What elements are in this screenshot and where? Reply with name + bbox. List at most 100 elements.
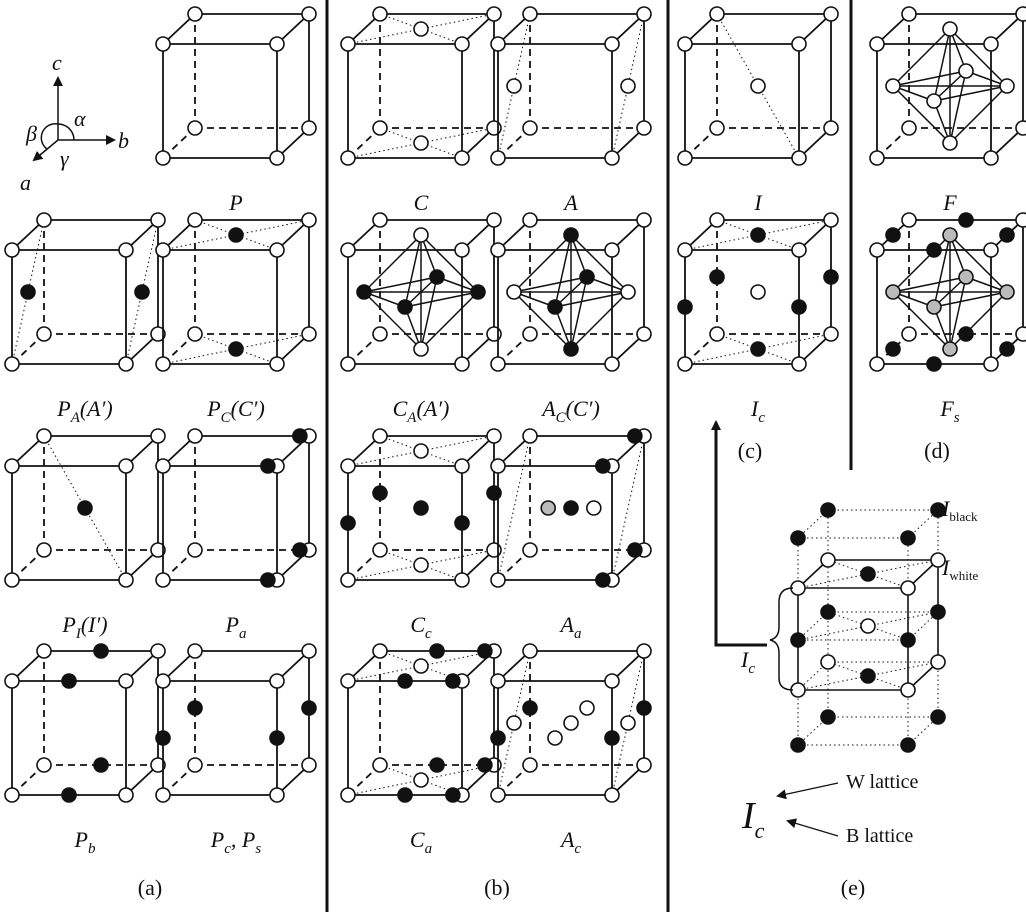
white-atom [151,213,165,227]
cell-Ac [491,644,651,802]
white-atom [373,121,387,135]
black-atom [156,731,170,745]
white-atom [870,243,884,257]
white-atom [605,788,619,802]
white-atom [156,357,170,371]
white-atom [710,213,724,227]
cell-PC [156,213,316,371]
white-atom [37,429,51,443]
black-atom [357,285,371,299]
cell-I [678,7,838,165]
black-atom [261,573,275,587]
white-atom [587,501,601,515]
b-lattice-arrow [788,821,838,836]
white-atom [824,213,838,227]
white-atom [188,429,202,443]
white-atom [541,501,555,515]
black-atom [414,501,428,515]
white-atom [491,243,505,257]
white-atom [507,79,521,93]
white-atom [523,327,537,341]
white-atom [491,674,505,688]
black-atom [302,701,316,715]
white-atom [414,228,428,242]
white-atom [824,121,838,135]
white-atom [901,581,915,595]
black-atom [471,285,485,299]
white-atom [188,543,202,557]
white-atom [710,7,724,21]
white-atom [984,357,998,371]
black-atom [792,300,806,314]
black-atom [821,503,835,517]
white-atom [751,285,765,299]
w-lattice-label: W lattice [846,771,918,793]
white-atom [523,7,537,21]
black-atom [959,213,973,227]
black-atom [901,738,915,752]
white-atom [455,37,469,51]
black-atom [341,516,355,530]
white-atom [902,7,916,21]
white-atom [373,758,387,772]
black-atom [446,674,460,688]
white-atom [637,213,651,227]
black-atom [824,270,838,284]
white-atom [637,758,651,772]
black-atom [270,731,284,745]
white-atom [621,285,635,299]
black-atom [927,243,941,257]
cell-Pa [156,429,316,587]
white-atom [302,327,316,341]
panel-caption-e: (e) [841,875,865,900]
white-atom [37,327,51,341]
white-atom [119,674,133,688]
white-atom [188,758,202,772]
white-atom [824,7,838,21]
white-atom [119,459,133,473]
cell-Pb [5,644,165,802]
axis-label-gamma: γ [60,146,70,171]
white-atom [5,788,19,802]
black-atom [931,605,945,619]
white-atom [1016,7,1026,21]
white-atom [605,243,619,257]
black-atom [1000,228,1014,242]
white-atom [523,429,537,443]
black-atom [628,543,642,557]
black-atom [62,674,76,688]
white-atom [373,7,387,21]
axis-label-c: c [52,50,62,75]
white-atom [373,543,387,557]
white-atom [678,37,692,51]
cell-label-I: I [753,190,763,215]
i-white-label: Iwhite [941,555,978,583]
black-atom [430,270,444,284]
white-atom [270,151,284,165]
white-atom [37,213,51,227]
black-atom [821,605,835,619]
white-atom [507,285,521,299]
white-atom [792,243,806,257]
white-atom [414,444,428,458]
white-atom [37,758,51,772]
white-atom [414,659,428,673]
white-atom [792,37,806,51]
cell-label-Ac: Ac [559,827,581,857]
white-atom [156,243,170,257]
white-atom [959,270,973,284]
white-atom [901,683,915,697]
white-atom [373,213,387,227]
white-atom [943,22,957,36]
cell-label-PA: PA(A′) [56,396,113,426]
black-atom [791,531,805,545]
white-atom [751,79,765,93]
white-atom [270,674,284,688]
black-atom [548,300,562,314]
white-atom [637,327,651,341]
white-atom [119,573,133,587]
white-atom [151,644,165,658]
white-atom [548,731,562,745]
white-atom [870,37,884,51]
black-atom [710,270,724,284]
